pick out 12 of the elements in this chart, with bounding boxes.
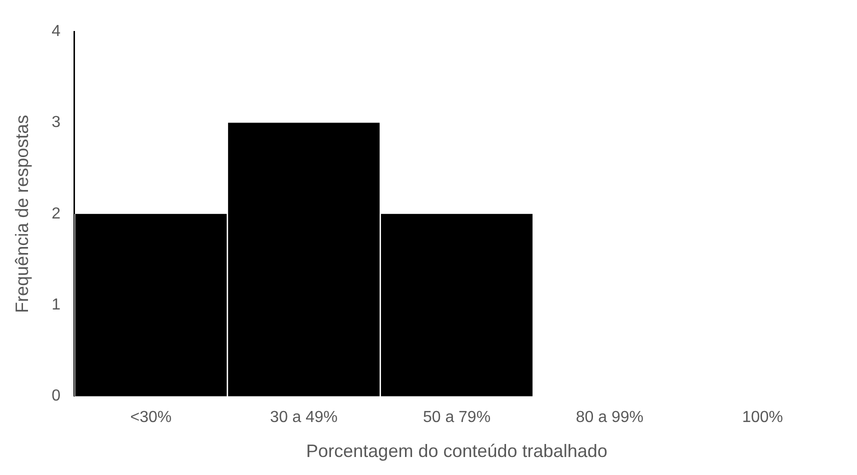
x-tick-label: 50 a 79% [422, 409, 491, 426]
y-tick-label: 3 [52, 114, 61, 132]
y-tick-label: 1 [52, 296, 61, 314]
x-tick-label: 100% [742, 409, 784, 426]
y-tick-label: 4 [52, 23, 61, 40]
x-tick-label: <30% [130, 409, 172, 426]
y-axis-title: Frequência de respostas [12, 114, 32, 313]
x-tick-label: 30 a 49% [270, 409, 338, 426]
x-axis-title: Porcentagem do conteúdo trabalhado [306, 441, 608, 462]
y-tick-label: 0 [52, 388, 61, 405]
y-tick-label: 2 [52, 205, 61, 222]
x-tick-label: 80 a 99% [576, 409, 644, 426]
